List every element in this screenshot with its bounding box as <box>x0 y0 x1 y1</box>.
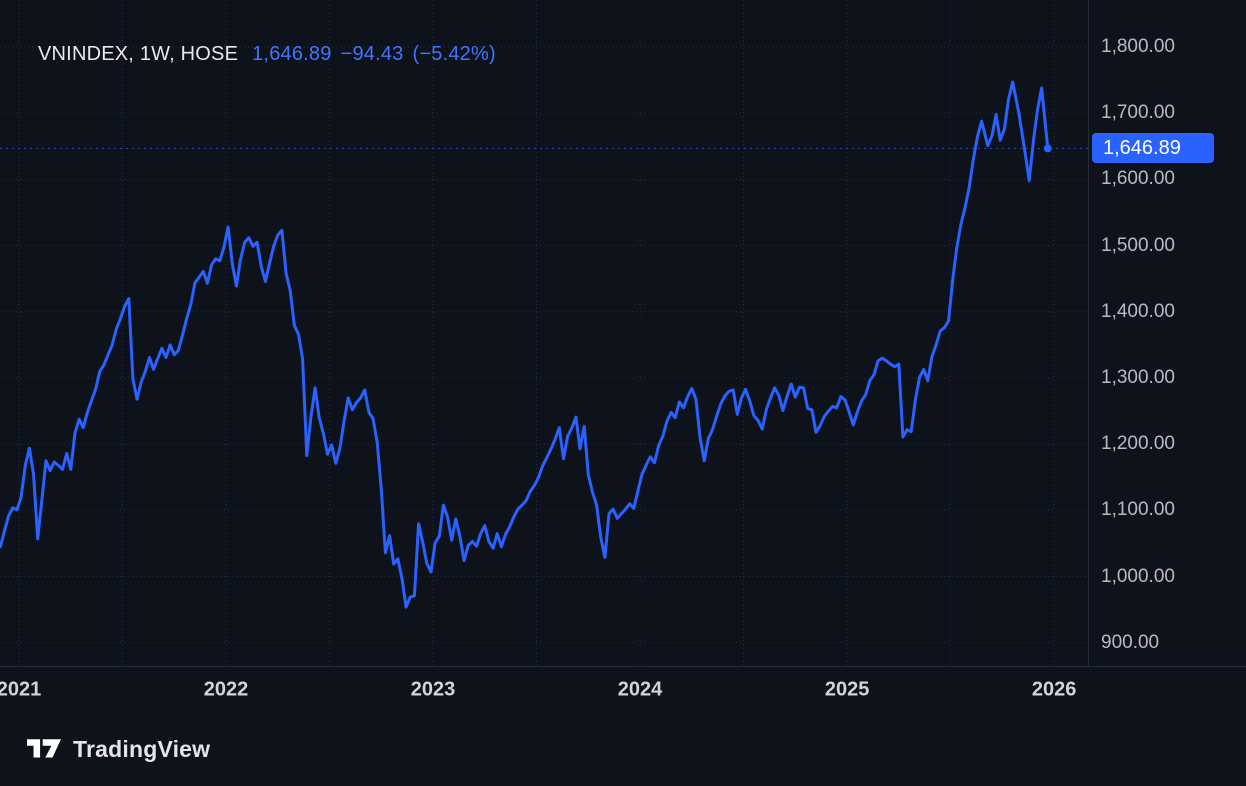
last-price-badge: 1,646.89 <box>1092 133 1214 164</box>
time-axis-inner: 2021 2022 2023 2024 2025 2026 <box>0 667 1088 713</box>
legend-values: 1,646.89 −94.43 (−5.42%) <box>252 43 496 66</box>
series-end-dot <box>1043 144 1052 153</box>
price-axis-label: 1,300.00 <box>1101 367 1175 389</box>
footer: TradingView <box>0 712 1246 786</box>
price-axis-label: 1,800.00 <box>1101 36 1175 57</box>
plot-svg[interactable] <box>0 0 1088 666</box>
time-axis-label: 2023 <box>410 678 456 701</box>
legend-change: −94.43 <box>340 43 404 65</box>
price-axis-label: 1,000.00 <box>1101 565 1175 587</box>
price-axis-label: 1,500.00 <box>1101 234 1175 256</box>
time-axis-label: 2022 <box>203 678 249 701</box>
chart-legend: VNINDEX, 1W, HOSE 1,646.89 −94.43 (−5.42… <box>38 43 496 66</box>
series-line <box>0 80 1050 609</box>
time-axis-label: 2025 <box>824 678 870 701</box>
tradingview-logo-icon[interactable] <box>27 739 61 759</box>
price-axis-label: 1,600.00 <box>1101 168 1175 190</box>
legend-change-pct: (−5.42%) <box>412 43 496 65</box>
price-axis-label: 1,700.00 <box>1101 102 1175 124</box>
grid-layer <box>0 0 1088 666</box>
price-axis-label: 1,400.00 <box>1101 300 1175 322</box>
price-axis[interactable]: 1,646.89 1,800.00 1,700.00 1,600.00 1,500.0… <box>1088 0 1246 666</box>
brand-name[interactable]: TradingView <box>73 735 211 762</box>
price-axis-label: 1,200.00 <box>1101 433 1175 455</box>
time-axis[interactable]: 2021 2022 2023 2024 2025 2026 <box>0 666 1246 712</box>
price-axis-label: 900.00 <box>1101 631 1160 653</box>
price-chart[interactable]: VNINDEX, 1W, HOSE 1,646.89 −94.43 (−5.42… <box>0 0 1088 666</box>
time-axis-label: 2024 <box>617 678 663 701</box>
legend-last-price: 1,646.89 <box>252 43 332 65</box>
symbol-title[interactable]: VNINDEX, 1W, HOSE <box>38 43 239 65</box>
time-axis-label: 2021 <box>0 678 42 701</box>
price-axis-label: 1,100.00 <box>1101 499 1175 521</box>
time-axis-label: 2026 <box>1031 678 1077 701</box>
